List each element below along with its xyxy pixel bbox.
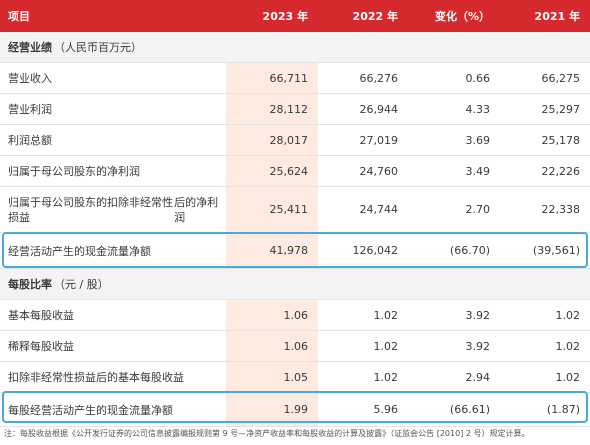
cell-2023: 25,624 xyxy=(226,156,318,186)
row-label: 经营活动产生的现金流量净额 xyxy=(8,244,151,258)
table-row: 归属于母公司股东的扣除非经常性损益 后的净利润 25,411 24,744 2.7… xyxy=(0,187,590,233)
cell-change: 2.94 xyxy=(465,370,491,384)
cell-2023: 1.06 xyxy=(226,331,318,361)
section-unit: （人民币百万元） xyxy=(54,41,142,54)
row-label: 归属于母公司股东的净利润 xyxy=(8,165,140,178)
cell-change: 3.92 xyxy=(465,339,491,353)
cell-2023: 66,711 xyxy=(226,63,318,93)
cell-2021: 22,338 xyxy=(541,203,581,216)
cell-change: 3.49 xyxy=(465,164,491,178)
cell-2021: 25,178 xyxy=(541,133,581,147)
cell-change: 2.70 xyxy=(465,203,491,216)
cell-2023: 1.99 xyxy=(226,393,318,426)
row-label: 稀释每股收益 xyxy=(8,340,74,353)
cell-2022: 24,760 xyxy=(359,164,399,178)
section-per-share: 每股比率 （元 / 股） xyxy=(0,269,590,300)
header-item: 项目 xyxy=(8,10,30,23)
cell-change: (66.70) xyxy=(449,244,490,257)
table-row: 利润总额 28,017 27,019 3.69 25,178 xyxy=(0,125,590,156)
cell-2021: 1.02 xyxy=(555,339,581,353)
row-label: 扣除非经常性损益后的基本每股收益 xyxy=(8,371,184,384)
header-change: 变化（%） xyxy=(434,10,490,23)
cell-2021: 1.02 xyxy=(555,370,581,384)
cell-2022: 27,019 xyxy=(359,133,399,147)
cell-2021: (1.87) xyxy=(546,403,580,416)
row-label: 归属于母公司股东的扣除非经常性损益 后的净利润 xyxy=(8,195,219,224)
table-header: 项目 2023 年 2022 年 变化（%） 2021 年 xyxy=(0,0,590,32)
row-label: 营业利润 xyxy=(8,103,52,116)
section-operating-results: 经营业绩 （人民币百万元） xyxy=(0,32,590,63)
row-label: 营业收入 xyxy=(8,72,52,85)
cell-2022: 1.02 xyxy=(373,370,399,384)
cell-2022: 1.02 xyxy=(373,308,399,322)
row-label: 基本每股收益 xyxy=(8,309,74,322)
cell-2022: 5.96 xyxy=(373,403,399,416)
cell-change: 3.69 xyxy=(465,133,491,147)
cell-2021: 22,226 xyxy=(541,164,581,178)
section-title: 经营业绩 xyxy=(8,41,52,54)
cell-2023: 25,411 xyxy=(226,187,318,232)
cell-2021: (39,561) xyxy=(532,244,580,257)
cell-change: 3.92 xyxy=(465,308,491,322)
cell-2022: 126,042 xyxy=(352,244,399,257)
table-row: 基本每股收益 1.06 1.02 3.92 1.02 xyxy=(0,300,590,331)
row-label: 利润总额 xyxy=(8,134,52,147)
section-title: 每股比率 xyxy=(8,278,52,291)
table-row: 扣除非经常性损益后的基本每股收益 1.05 1.02 2.94 1.02 xyxy=(0,362,590,393)
cell-2022: 26,944 xyxy=(359,102,399,116)
cell-2021: 25,297 xyxy=(541,102,581,116)
cell-change: (66.61) xyxy=(449,403,490,416)
footnote: 注：每股收益根据《公开发行证券的公司信息披露编报规则第 9 号—净资产收益率和每… xyxy=(4,429,530,438)
table-row: 经营活动产生的现金流量净额 41,978 126,042 (66.70) (39… xyxy=(0,233,590,269)
header-2021: 2021 年 xyxy=(534,10,580,23)
cell-2023: 28,112 xyxy=(226,94,318,124)
cell-2021: 1.02 xyxy=(555,308,581,322)
table-row: 营业利润 28,112 26,944 4.33 25,297 xyxy=(0,94,590,125)
table-row: 稀释每股收益 1.06 1.02 3.92 1.02 xyxy=(0,331,590,362)
cell-2023: 1.05 xyxy=(226,362,318,392)
header-2022: 2022 年 xyxy=(352,10,398,23)
cell-change: 0.66 xyxy=(465,71,491,85)
section-unit: （元 / 股） xyxy=(54,278,109,291)
cell-change: 4.33 xyxy=(465,102,491,116)
cell-2023: 1.06 xyxy=(226,300,318,330)
cell-2023: 28,017 xyxy=(226,125,318,155)
cell-2021: 66,275 xyxy=(541,71,581,85)
table-row: 每股经营活动产生的现金流量净额 1.99 5.96 (66.61) (1.87) xyxy=(0,393,590,427)
table-row: 营业收入 66,711 66,276 0.66 66,275 xyxy=(0,63,590,94)
cell-2022: 66,276 xyxy=(359,71,399,85)
header-2023: 2023 年 xyxy=(262,10,308,23)
cell-2022: 24,744 xyxy=(359,203,399,216)
cell-2022: 1.02 xyxy=(373,339,399,353)
table-row: 归属于母公司股东的净利润 25,624 24,760 3.49 22,226 xyxy=(0,156,590,187)
row-label: 每股经营活动产生的现金流量净额 xyxy=(8,403,173,417)
cell-2023: 41,978 xyxy=(226,233,318,268)
financial-summary-table: 项目 2023 年 2022 年 变化（%） 2021 年 经营业绩 （人民币百万… xyxy=(0,0,590,427)
